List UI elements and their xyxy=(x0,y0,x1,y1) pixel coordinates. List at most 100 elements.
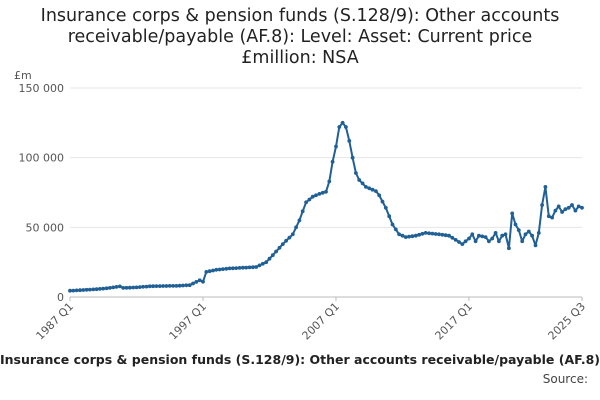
data-point xyxy=(164,284,169,288)
data-point xyxy=(174,284,179,288)
data-point xyxy=(320,190,325,195)
data-point xyxy=(503,232,508,237)
data-point xyxy=(247,265,252,270)
data-point xyxy=(413,233,418,238)
data-point xyxy=(287,235,292,240)
data-point xyxy=(497,239,501,244)
data-point xyxy=(177,283,182,288)
data-point xyxy=(427,231,431,236)
data-point xyxy=(430,231,435,236)
data-point xyxy=(277,245,282,250)
data-point xyxy=(94,287,99,292)
chart-title-line-1: Insurance corps & pension funds (S.128/9… xyxy=(40,6,560,26)
data-point xyxy=(576,204,581,209)
data-point xyxy=(324,189,328,194)
data-point xyxy=(550,215,554,220)
data-point xyxy=(403,235,408,240)
data-point xyxy=(380,199,385,204)
data-point xyxy=(294,225,298,230)
data-point xyxy=(307,197,312,202)
data-point xyxy=(260,261,265,266)
data-point xyxy=(347,139,352,143)
chart-title: Insurance corps & pension funds (S.128/9… xyxy=(0,6,600,69)
data-point xyxy=(483,235,488,240)
series-line xyxy=(69,121,583,292)
data-point xyxy=(360,181,365,186)
data-point xyxy=(304,200,308,205)
data-point xyxy=(526,229,531,234)
data-point xyxy=(573,208,578,213)
data-point xyxy=(237,266,242,270)
data-point xyxy=(364,185,368,189)
data-point xyxy=(317,192,322,196)
data-point xyxy=(217,267,222,272)
data-point xyxy=(121,286,126,290)
data-point xyxy=(350,155,355,160)
source-label: Source: xyxy=(542,372,588,386)
data-point xyxy=(500,233,505,238)
data-point xyxy=(490,236,495,241)
data-point xyxy=(397,232,401,237)
x-tick-label: 2007 Q1 xyxy=(300,300,343,343)
data-point xyxy=(423,231,428,235)
data-point xyxy=(88,287,92,292)
x-tick-label: 2017 Q1 xyxy=(433,300,476,343)
x-tick-label: 1997 Q1 xyxy=(167,300,210,343)
data-point xyxy=(310,194,315,199)
data-point xyxy=(194,280,199,284)
data-point xyxy=(370,187,375,192)
data-point xyxy=(570,203,574,207)
data-point xyxy=(207,269,212,274)
data-point xyxy=(91,287,96,292)
data-point xyxy=(101,286,106,291)
data-point xyxy=(134,285,139,290)
data-point xyxy=(443,233,448,238)
data-point xyxy=(184,283,189,288)
data-point xyxy=(513,222,518,227)
data-point xyxy=(393,227,398,232)
data-point xyxy=(556,204,561,209)
data-point xyxy=(516,228,521,233)
data-point xyxy=(147,284,152,289)
data-point xyxy=(566,205,571,210)
data-point xyxy=(224,266,229,271)
data-point xyxy=(78,288,82,293)
data-point xyxy=(523,232,528,237)
data-point xyxy=(510,211,515,216)
data-point xyxy=(137,285,142,289)
data-point xyxy=(244,265,249,270)
data-point xyxy=(553,208,558,213)
data-point xyxy=(337,125,342,129)
data-point xyxy=(530,233,534,238)
data-point xyxy=(457,240,461,244)
data-point xyxy=(251,265,255,270)
data-point xyxy=(181,283,185,288)
data-point xyxy=(151,284,156,289)
data-point xyxy=(71,288,76,293)
data-point xyxy=(440,232,445,237)
data-point xyxy=(433,232,438,236)
x-tick-label: 2025 Q3 xyxy=(546,300,589,343)
data-point xyxy=(340,120,345,125)
data-point xyxy=(234,266,239,270)
legend-label: Insurance corps & pension funds (S.128/9… xyxy=(0,352,600,367)
data-point xyxy=(473,239,478,244)
data-point xyxy=(84,287,89,292)
data-point xyxy=(127,285,132,290)
y-tick-label: 50 000 xyxy=(26,221,65,234)
data-point xyxy=(460,242,465,247)
data-point xyxy=(314,193,318,198)
data-point xyxy=(477,233,481,238)
data-point xyxy=(480,234,485,239)
data-point xyxy=(344,125,348,129)
data-point xyxy=(354,171,358,175)
data-point xyxy=(118,284,122,289)
y-tick-label: 150 000 xyxy=(19,82,65,95)
data-point xyxy=(390,222,395,227)
data-point xyxy=(214,267,219,272)
data-point xyxy=(270,253,275,258)
data-point xyxy=(507,246,511,251)
data-point xyxy=(74,288,79,293)
data-point xyxy=(98,287,102,291)
